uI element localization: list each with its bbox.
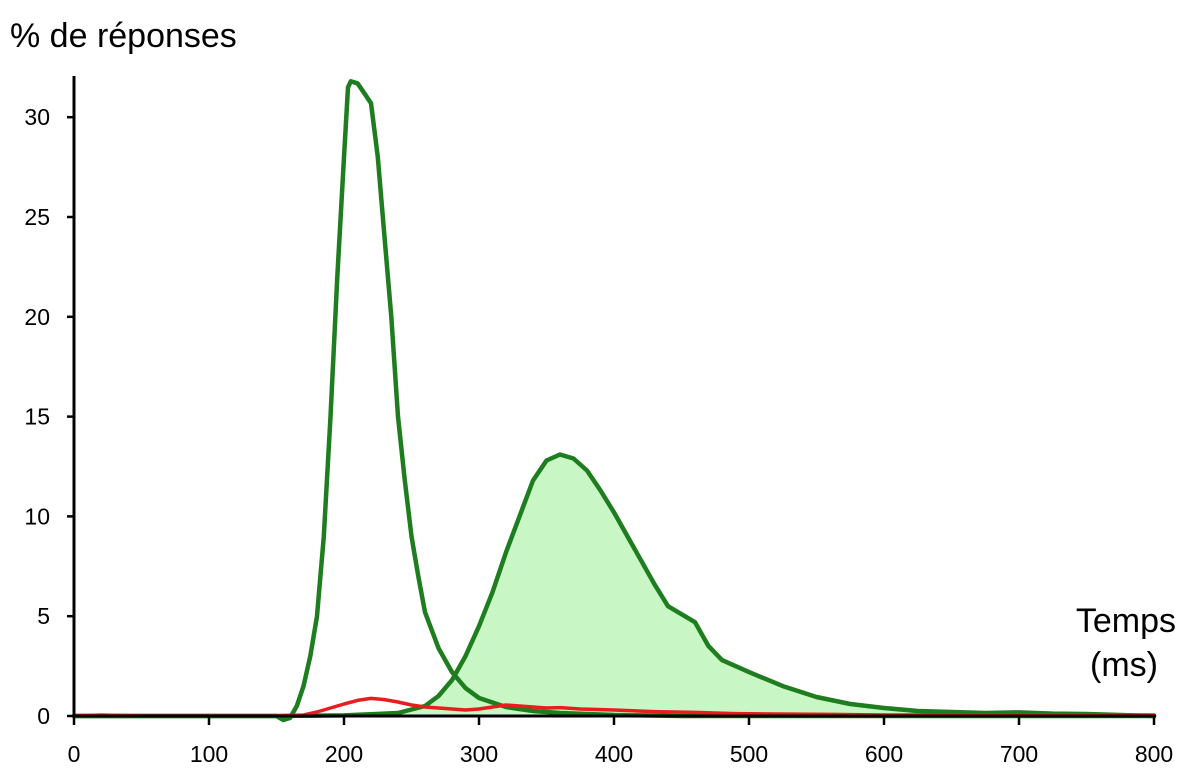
series-1-area	[74, 454, 1154, 716]
y-tick-label: 20	[24, 304, 50, 330]
series-2-line	[72, 696, 1156, 718]
y-axis-title: % de réponses	[10, 17, 237, 55]
y-tick-label: 10	[24, 503, 50, 529]
x-tick-label: 500	[730, 741, 768, 767]
series-0-line	[71, 79, 1157, 723]
x-tick-label: 700	[1000, 741, 1038, 767]
y-tick-label: 25	[24, 204, 50, 230]
y-tick-label: 5	[37, 603, 50, 629]
series-1-line	[71, 452, 1157, 719]
y-tick-label: 30	[24, 104, 50, 130]
x-tick-label: 100	[190, 741, 228, 767]
x-tick-label: 800	[1135, 741, 1173, 767]
plot-area	[71, 79, 1157, 723]
x-axis-title-line1: Temps	[1076, 602, 1176, 640]
y-tick-label: 0	[37, 703, 50, 729]
x-tick-label: 0	[68, 741, 81, 767]
x-tick-label: 300	[460, 741, 498, 767]
x-tick-label: 200	[325, 741, 363, 767]
y-tick-label: 15	[24, 404, 50, 430]
x-tick-label: 600	[865, 741, 903, 767]
x-tick-label: 400	[595, 741, 633, 767]
x-axis-title-line2: (ms)	[1090, 646, 1158, 684]
